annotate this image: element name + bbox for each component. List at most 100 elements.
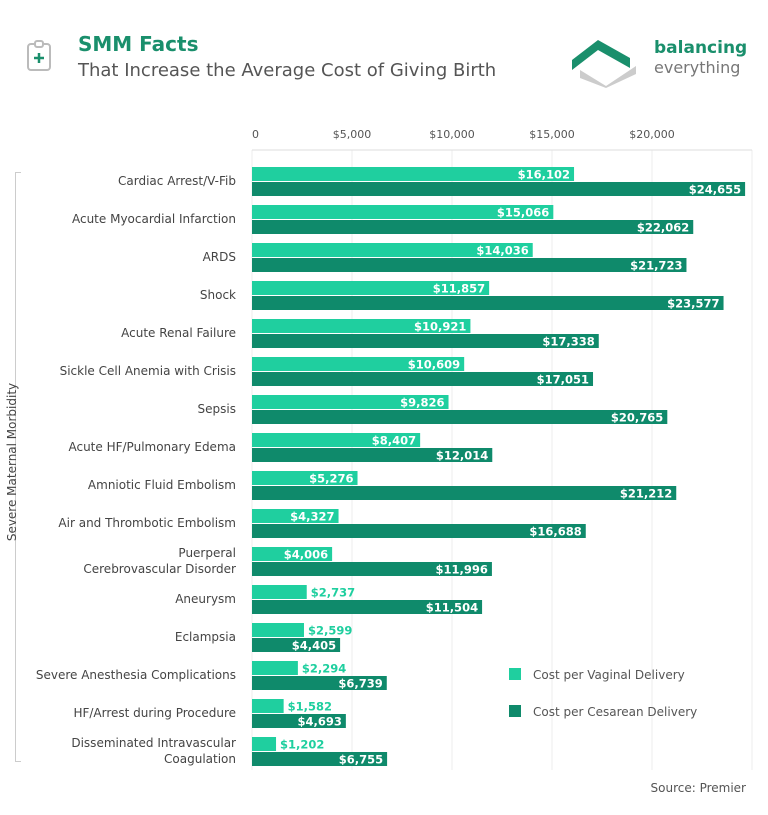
cesarean-bar <box>252 486 677 500</box>
category-label: Acute Renal Failure <box>121 326 236 340</box>
cesarean-bar <box>252 448 493 462</box>
category-label: Cardiac Arrest/V-Fib <box>118 174 236 188</box>
vaginal-bar <box>252 281 490 295</box>
vaginal-bar <box>252 319 471 333</box>
data-label: $11,504 <box>426 601 478 615</box>
cesarean-bar <box>252 258 687 272</box>
category-label: Shock <box>200 288 236 302</box>
data-label: $1,582 <box>288 700 332 714</box>
source-note: Source: Premier <box>650 781 747 795</box>
data-label: $14,036 <box>476 244 528 258</box>
category-label: Eclampsia <box>175 630 236 644</box>
vaginal-bar <box>252 205 554 219</box>
data-label: $1,202 <box>280 738 324 752</box>
x-tick-label: $10,000 <box>429 128 475 141</box>
data-label: $17,338 <box>542 335 594 349</box>
cesarean-bar <box>252 182 746 196</box>
clipboard-plus-icon <box>27 40 51 71</box>
cesarean-bar <box>252 714 346 728</box>
category-label: Acute HF/Pulmonary Edema <box>68 440 236 454</box>
cesarean-bar <box>252 220 694 234</box>
x-tick-label: $20,000 <box>629 128 675 141</box>
data-label: $10,921 <box>414 320 466 334</box>
vaginal-bar <box>252 471 358 485</box>
legend-swatch <box>509 705 521 717</box>
category-label: Puerperal <box>178 546 236 560</box>
data-label: $2,737 <box>311 586 355 600</box>
vaginal-bar <box>252 623 304 637</box>
legend-swatch <box>509 668 521 680</box>
logo-text-balancing: balancing <box>654 38 748 58</box>
category-label: ARDS <box>203 250 236 264</box>
data-label: $16,688 <box>529 525 581 539</box>
data-label: $4,006 <box>284 548 328 562</box>
data-label: $2,599 <box>308 624 352 638</box>
category-label: Cerebrovascular Disorder <box>83 562 236 576</box>
data-label: $16,102 <box>518 168 570 182</box>
data-label: $15,066 <box>497 206 549 220</box>
category-label: Sepsis <box>198 402 236 416</box>
vaginal-bar <box>252 585 307 599</box>
legend-label: Cost per Cesarean Delivery <box>533 705 697 719</box>
cesarean-bar <box>252 562 492 576</box>
data-label: $5,276 <box>309 472 353 486</box>
cesarean-bar <box>252 524 586 538</box>
category-label: Disseminated Intravascular <box>71 736 236 750</box>
data-label: $21,723 <box>630 259 682 273</box>
vaginal-bar <box>252 699 284 713</box>
cesarean-bar <box>252 676 387 690</box>
x-tick-label: $5,000 <box>333 128 372 141</box>
data-label: $20,765 <box>611 411 663 425</box>
category-label: Severe Anesthesia Complications <box>36 668 236 682</box>
legend-label: Cost per Vaginal Delivery <box>533 668 685 682</box>
data-label: $6,755 <box>339 753 383 767</box>
data-label: $11,996 <box>436 563 488 577</box>
data-label: $10,609 <box>408 358 460 372</box>
vaginal-bar <box>252 243 533 257</box>
data-label: $9,826 <box>400 396 444 410</box>
data-label: $4,693 <box>297 715 341 729</box>
x-tick-label: $15,000 <box>529 128 575 141</box>
cesarean-bar <box>252 752 388 766</box>
cesarean-bar <box>252 296 724 310</box>
chart-title: SMM Facts <box>78 32 199 56</box>
data-label: $23,577 <box>667 297 719 311</box>
vaginal-bar <box>252 395 449 409</box>
category-label: HF/Arrest during Procedure <box>73 706 236 720</box>
data-label: $21,212 <box>620 487 672 501</box>
vaginal-bar <box>252 661 298 675</box>
category-label: Sickle Cell Anemia with Crisis <box>60 364 236 378</box>
cesarean-bar <box>252 334 599 348</box>
category-label: Coagulation <box>164 752 236 766</box>
vaginal-bar <box>252 357 465 371</box>
data-label: $22,062 <box>637 221 689 235</box>
data-label: $8,407 <box>372 434 416 448</box>
data-label: $6,739 <box>338 677 382 691</box>
category-label: Amniotic Fluid Embolism <box>88 478 236 492</box>
category-label: Aneurysm <box>175 592 236 606</box>
category-label: Air and Thrombotic Embolism <box>58 516 236 530</box>
axis-bracket <box>15 172 21 762</box>
cesarean-bar <box>252 600 483 614</box>
category-label: Acute Myocardial Infarction <box>72 212 236 226</box>
chart-subtitle: That Increase the Average Cost of Giving… <box>78 60 497 81</box>
logo-text-everything: everything <box>654 58 741 77</box>
data-label: $2,294 <box>302 662 346 676</box>
vaginal-bar <box>252 433 421 447</box>
vaginal-bar <box>252 547 333 561</box>
data-label: $4,327 <box>290 510 334 524</box>
data-label: $4,405 <box>292 639 336 653</box>
x-tick-label: 0 <box>252 128 259 141</box>
data-label: $12,014 <box>436 449 488 463</box>
data-label: $11,857 <box>433 282 485 296</box>
cesarean-bar <box>252 638 341 652</box>
data-label: $24,655 <box>689 183 741 197</box>
vaginal-bar <box>252 167 575 181</box>
cesarean-bar <box>252 372 594 386</box>
balancing-everything-logo-icon <box>572 40 636 88</box>
data-label: $17,051 <box>537 373 589 387</box>
vaginal-bar <box>252 509 339 523</box>
vaginal-bar <box>252 737 277 751</box>
